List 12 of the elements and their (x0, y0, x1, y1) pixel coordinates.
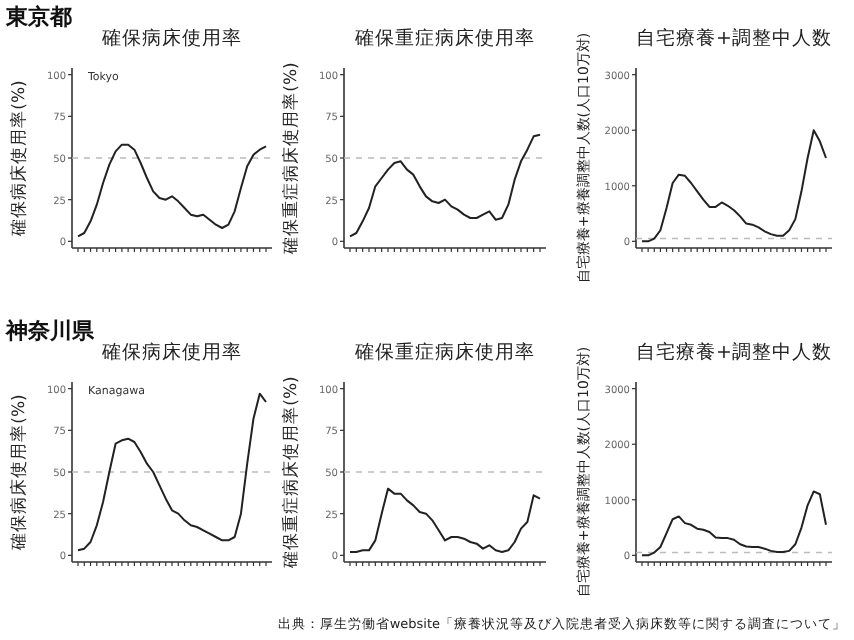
chart-title: 自宅療養+調整中人数 (636, 340, 832, 364)
y-axis-title: 確保病床使用率(%) (8, 394, 30, 552)
chart-title: 確保重症病床使用率 (353, 26, 535, 50)
y-axis-title: 確保重症病床使用率(%) (280, 376, 302, 570)
y-axis-title: 確保病床使用率(%) (8, 80, 30, 238)
chart-title: 確保病床使用率 (100, 26, 242, 50)
text: 神奈川県 (4, 318, 96, 344)
chart-title: 確保重症病床使用率 (353, 340, 535, 364)
chart-title: 確保病床使用率 (100, 340, 242, 364)
chart-title: 自宅療養+調整中人数 (636, 26, 832, 50)
text: 東京都 (4, 4, 72, 30)
y-axis-title: 確保重症病床使用率(%) (280, 62, 302, 256)
